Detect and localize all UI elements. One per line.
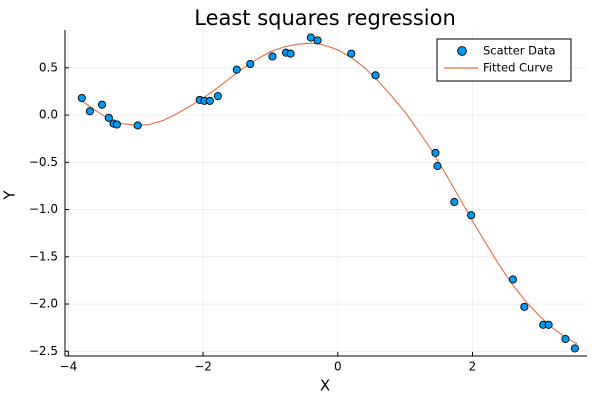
x-tick-label: 2 xyxy=(469,360,477,374)
tick-labels: −4 −2 0 2 0.5 0.0 −0.5 −1.0 −1.5 −2.0 −2.5 xyxy=(29,60,476,373)
scatter-point xyxy=(213,92,222,101)
scatter-point xyxy=(467,211,476,220)
scatter-point xyxy=(246,59,255,69)
y-tick-label: 0.5 xyxy=(39,60,58,74)
scatter-point xyxy=(205,96,214,105)
y-tick-label: −0.5 xyxy=(29,155,58,169)
scatter-point xyxy=(268,52,277,61)
legend-box xyxy=(436,38,572,82)
grid xyxy=(65,30,587,356)
scatter-point xyxy=(431,148,440,157)
legend-marker-scatter xyxy=(457,46,467,56)
y-tick-label: −1.0 xyxy=(29,202,58,216)
scatter-point xyxy=(371,71,380,80)
legend-label-scatter: Scatter Data xyxy=(483,44,556,58)
legend: Scatter Data Fitted Curve xyxy=(436,38,572,82)
y-tick-label: 0.0 xyxy=(39,108,58,122)
y-tick-label: −2.0 xyxy=(29,297,58,311)
scatter-point xyxy=(306,33,315,42)
scatter-point xyxy=(544,320,553,329)
scatter-data-series xyxy=(77,33,579,353)
scatter-point xyxy=(97,100,107,109)
scatter-point xyxy=(347,49,356,58)
x-tick-label: −4 xyxy=(60,360,78,374)
fitted-curve-line xyxy=(81,42,578,345)
scatter-point xyxy=(232,65,241,74)
scatter-point xyxy=(520,302,529,311)
scatter-point xyxy=(133,121,142,130)
scatter-point xyxy=(104,113,113,122)
y-axis-label: Y xyxy=(1,190,19,201)
legend-label-line: Fitted Curve xyxy=(483,61,553,75)
scatter-point xyxy=(313,36,322,45)
scatter-point xyxy=(85,107,94,116)
scatter-point xyxy=(508,275,517,284)
y-tick-label: −1.5 xyxy=(29,249,58,263)
scatter-point xyxy=(450,197,459,207)
fitted-curve-series xyxy=(81,42,578,345)
scatter-point xyxy=(77,93,86,103)
x-axis-label: X xyxy=(320,377,330,395)
x-tick-label: −2 xyxy=(194,360,212,374)
x-tick-label: 0 xyxy=(334,360,342,374)
scatter-point xyxy=(433,162,442,171)
chart-title: Least squares regression xyxy=(194,6,456,30)
scatter-point xyxy=(286,49,295,58)
y-tick-label: −2.5 xyxy=(29,344,58,358)
axes xyxy=(64,30,587,357)
scatter-point xyxy=(561,334,570,344)
scatter-point xyxy=(570,344,579,353)
scatter-point xyxy=(112,120,121,129)
